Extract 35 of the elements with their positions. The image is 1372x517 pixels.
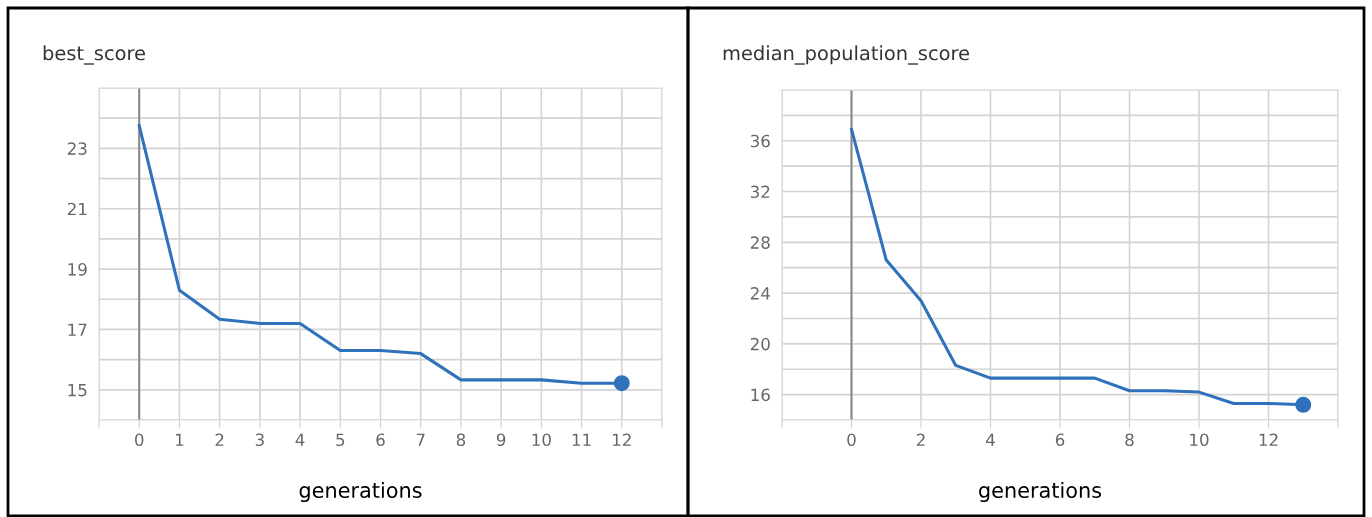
- y-tick-label: 21: [67, 202, 87, 216]
- x-tick-label: 4: [295, 433, 305, 446]
- y-tick-label: 16: [751, 388, 770, 402]
- x-tick-label: 3: [255, 433, 264, 447]
- x-axis-title: generations: [299, 481, 422, 503]
- y-tick-label: 28: [750, 236, 770, 249]
- y-tick-label: 15: [68, 384, 87, 397]
- x-tick-label: 4: [986, 433, 995, 446]
- y-tick-label: 24: [750, 287, 770, 300]
- y-tick-label: 20: [750, 337, 770, 351]
- x-axis-title: generations: [979, 481, 1102, 503]
- chart-title: best_score: [43, 45, 145, 65]
- x-tick-label: 8: [456, 433, 466, 447]
- x-tick-label: 11: [572, 433, 591, 446]
- x-tick-label: 0: [847, 433, 856, 447]
- x-tick-label: 2: [215, 433, 224, 446]
- x-tick-label: 5: [336, 433, 345, 447]
- y-tick-label: 17: [68, 323, 87, 336]
- x-tick-label: 9: [496, 433, 506, 447]
- x-tick-label: 6: [1055, 433, 1065, 447]
- x-tick-label: 2: [916, 433, 925, 446]
- x-tick-label: 8: [1125, 433, 1134, 447]
- y-tick-label: 32: [750, 185, 770, 199]
- x-tick-label: 1: [175, 433, 184, 446]
- y-tick-label: 23: [67, 142, 87, 155]
- x-tick-label: 10: [1190, 433, 1209, 447]
- x-tick-label: 7: [416, 433, 425, 446]
- x-tick-label: 10: [532, 433, 551, 447]
- y-tick-label: 19: [68, 263, 87, 276]
- x-tick-label: 6: [376, 433, 385, 447]
- x-tick-label: 0: [135, 433, 144, 447]
- x-tick-label: 12: [613, 433, 631, 446]
- chart-title: median_population_score: [723, 45, 969, 65]
- x-tick-label: 12: [1259, 433, 1278, 446]
- y-tick-label: 36: [750, 134, 770, 148]
